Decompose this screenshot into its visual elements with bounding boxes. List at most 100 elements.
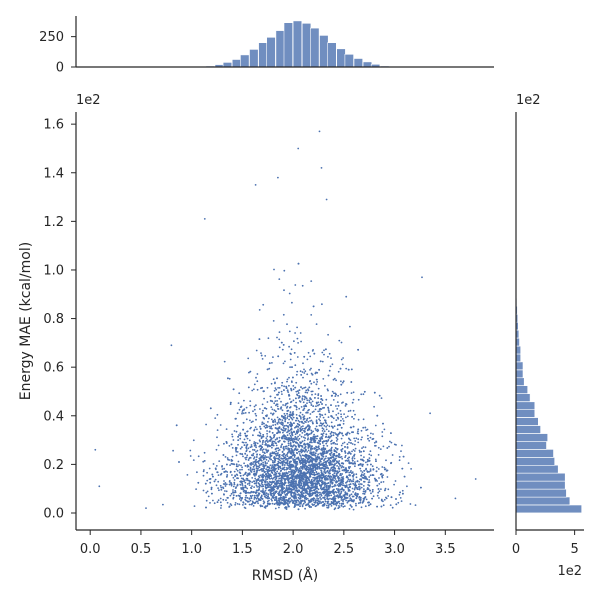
scatter-point <box>341 381 344 384</box>
scatter-point <box>276 452 279 455</box>
scatter-point <box>291 423 293 426</box>
scatter-point <box>327 449 330 452</box>
scatter-point <box>312 469 315 472</box>
scatter-point <box>246 454 249 457</box>
scatter-point <box>283 449 285 451</box>
scatter-point <box>261 451 264 453</box>
scatter-point <box>278 397 281 400</box>
scatter-point <box>244 486 247 489</box>
scatter-point <box>276 423 279 425</box>
scatter-point <box>314 372 317 375</box>
scatter-point <box>310 402 312 404</box>
scatter-point <box>283 385 285 388</box>
scatter-point <box>303 355 306 358</box>
scatter-point <box>372 468 375 470</box>
scatter-point <box>310 314 313 316</box>
scatter-point <box>259 505 262 508</box>
scatter-point <box>271 459 274 462</box>
scatter-point <box>295 419 297 422</box>
scatter-point <box>383 466 386 469</box>
scatter-point <box>317 410 320 413</box>
scatter-point <box>233 470 236 473</box>
scatter-point <box>352 398 355 401</box>
scatter-point <box>263 471 266 474</box>
scatter-point <box>232 489 234 491</box>
scatter-point <box>383 428 386 431</box>
scatter-point <box>276 400 278 402</box>
scatter-point <box>266 445 269 448</box>
scatter-point <box>289 366 291 368</box>
scatter-point <box>320 494 323 497</box>
scatter-point <box>397 501 400 504</box>
scatter-point <box>272 469 275 471</box>
scatter-point <box>358 483 360 486</box>
scatter-point <box>336 438 339 441</box>
scatter-point <box>230 460 233 462</box>
scatter-point <box>306 483 308 486</box>
scatter-point <box>309 420 311 422</box>
scatter-point <box>278 331 281 333</box>
scatter-point <box>351 459 354 462</box>
scatter-point <box>287 415 289 418</box>
scatter-point <box>223 480 225 482</box>
scatter-point <box>211 473 214 476</box>
scatter-point <box>286 492 289 495</box>
scatter-point <box>292 481 295 484</box>
scatter-point <box>303 368 305 371</box>
scatter-point <box>348 508 351 510</box>
scatter-point <box>306 460 309 463</box>
scatter-point <box>265 494 268 497</box>
scatter-point <box>296 457 298 460</box>
scatter-point <box>368 453 371 456</box>
scatter-point <box>293 422 295 424</box>
scatter-point <box>297 485 300 487</box>
scatter-point <box>322 462 324 465</box>
scatter-point <box>369 468 372 470</box>
scatter-point <box>235 468 238 471</box>
scatter-point <box>221 468 224 470</box>
scatter-point <box>316 430 319 433</box>
scatter-point <box>330 456 333 459</box>
scatter-point <box>343 441 346 444</box>
scatter-point <box>368 459 371 462</box>
scatter-point <box>255 349 258 352</box>
scatter-point <box>313 479 315 482</box>
scatter-point <box>221 465 224 467</box>
scatter-point <box>369 450 372 453</box>
scatter-point <box>254 473 256 476</box>
scatter-point <box>245 458 247 461</box>
scatter-point <box>286 490 288 492</box>
scatter-point <box>336 472 339 474</box>
scatter-point <box>333 491 335 494</box>
scatter-point <box>257 460 259 463</box>
scatter-point <box>305 468 308 471</box>
scatter-point <box>337 412 340 415</box>
scatter-point <box>314 435 317 438</box>
scatter-point <box>270 382 273 385</box>
scatter-point <box>326 500 329 503</box>
scatter-point <box>329 432 332 435</box>
scatter-point <box>232 463 234 465</box>
scatter-point <box>243 480 246 483</box>
scatter-point <box>307 481 309 484</box>
scatter-point <box>295 469 298 472</box>
scatter-point <box>229 503 232 505</box>
scatter-point <box>226 457 229 459</box>
scatter-point <box>162 503 164 506</box>
scatter-point <box>261 403 264 406</box>
scatter-point <box>335 447 337 450</box>
scatter-point <box>335 495 338 497</box>
scatter-point <box>248 497 251 500</box>
scatter-point <box>353 450 356 452</box>
scatter-point <box>277 482 280 484</box>
scatter-point <box>312 305 315 308</box>
scatter-point <box>268 425 271 428</box>
scatter-point <box>312 464 314 467</box>
scatter-point <box>340 415 343 418</box>
scatter-point <box>374 477 376 480</box>
scatter-point <box>327 485 330 487</box>
scatter-point <box>330 505 333 507</box>
scatter-point <box>283 464 286 466</box>
scatter-point <box>342 401 344 404</box>
scatter-point <box>313 410 315 413</box>
